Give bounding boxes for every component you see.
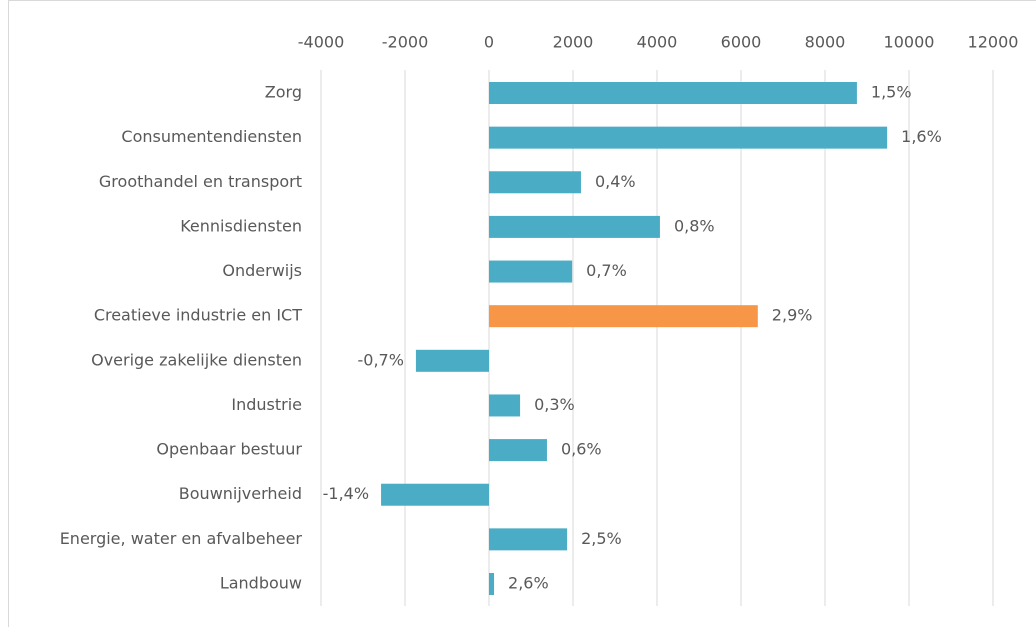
data-label: 0,8%: [674, 216, 715, 235]
y-tick-label: Openbaar bestuur: [156, 440, 302, 459]
data-label: 2,5%: [581, 529, 622, 548]
y-tick-label: Groothandel en transport: [99, 172, 302, 191]
y-tick-label: Landbouw: [220, 574, 302, 593]
data-label: -1,4%: [323, 484, 369, 503]
data-label: 2,6%: [508, 574, 549, 593]
y-tick-label: Onderwijs: [222, 261, 302, 280]
y-tick-label: Overige zakelijke diensten: [91, 350, 302, 369]
bar: [489, 394, 520, 416]
x-tick-label: -4000: [298, 33, 345, 52]
bar: [489, 573, 494, 595]
data-label: -0,7%: [357, 350, 403, 369]
y-tick-label: Zorg: [265, 83, 302, 102]
x-tick-label: 8000: [805, 33, 846, 52]
y-tick-label: Bouwnijverheid: [179, 484, 302, 503]
data-label: 1,5%: [871, 83, 912, 102]
bar: [489, 439, 547, 461]
x-tick-label: 6000: [721, 33, 762, 52]
data-label: 1,6%: [901, 127, 942, 146]
x-tick-label: 2000: [553, 33, 594, 52]
bar: [489, 305, 758, 327]
bar: [489, 528, 567, 550]
data-label: 0,4%: [595, 172, 636, 191]
bar: [489, 82, 857, 104]
x-tick-label: -2000: [382, 33, 429, 52]
bar: [489, 261, 572, 283]
y-tick-label: Kennisdiensten: [180, 216, 302, 235]
x-tick-label: 4000: [637, 33, 678, 52]
bar: [489, 216, 660, 238]
y-tick-label: Energie, water en afvalbeheer: [60, 529, 303, 548]
x-tick-label: 12000: [968, 33, 1019, 52]
y-tick-label: Industrie: [231, 395, 302, 414]
data-label: 0,6%: [561, 440, 602, 459]
bar: [489, 127, 887, 149]
bar: [416, 350, 489, 372]
y-tick-label: Consumentendiensten: [121, 127, 302, 146]
y-tick-label: Creatieve industrie en ICT: [94, 306, 302, 325]
data-label: 0,7%: [586, 261, 627, 280]
data-label: 0,3%: [534, 395, 575, 414]
x-tick-label: 10000: [884, 33, 935, 52]
bar: [381, 484, 489, 506]
bar: [489, 171, 581, 193]
data-label: 2,9%: [772, 306, 813, 325]
x-tick-label: 0: [484, 33, 494, 52]
